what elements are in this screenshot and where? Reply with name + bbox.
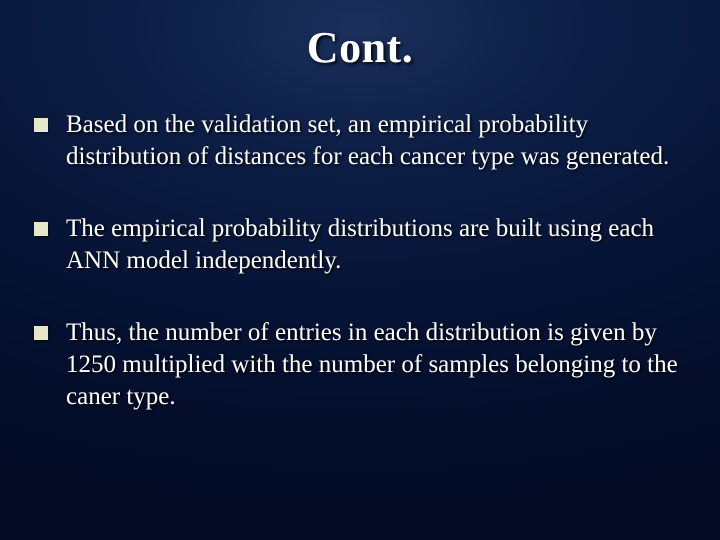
list-item: Based on the validation set, an empirica… [34,109,684,173]
square-bullet-icon [34,222,48,236]
square-bullet-icon [34,118,48,132]
slide-title: Cont. [30,22,690,73]
bullet-text: Thus, the number of entries in each dist… [66,317,684,413]
slide-container: Cont. Based on the validation set, an em… [0,0,720,540]
list-item: The empirical probability distributions … [34,213,684,277]
list-item: Thus, the number of entries in each dist… [34,317,684,413]
bullet-text: Based on the validation set, an empirica… [66,109,684,173]
square-bullet-icon [34,326,48,340]
bullet-list: Based on the validation set, an empirica… [30,109,690,413]
bullet-text: The empirical probability distributions … [66,213,684,277]
